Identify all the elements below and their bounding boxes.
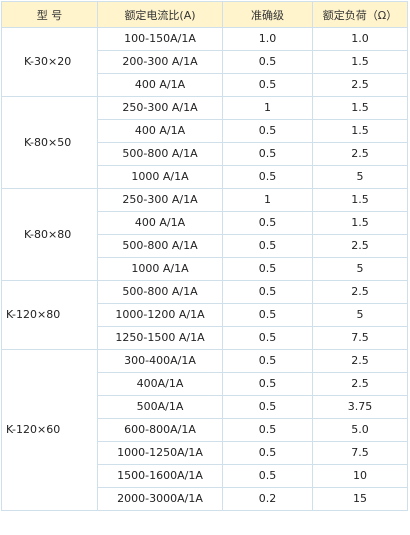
accuracy-class-cell: 0.2 — [222, 487, 313, 511]
table-row: 500A/1A 0.5 3.75 — [2, 395, 408, 419]
header-model: 型 号 — [1, 1, 98, 28]
current-ratio-cell: 400 A/1A — [97, 211, 223, 235]
accuracy-class-cell: 0.5 — [222, 257, 313, 281]
accuracy-class-cell: 0.5 — [222, 372, 313, 396]
model-cell: K-80×80 — [1, 188, 98, 281]
header-current-ratio: 额定电流比(A) — [97, 1, 223, 28]
current-ratio-cell: 2000-3000A/1A — [97, 487, 223, 511]
current-ratio-cell: 100-150A/1A — [97, 27, 223, 51]
accuracy-class-cell: 0.5 — [222, 73, 313, 97]
table-row: 1500-1600A/1A 0.5 10 — [2, 464, 408, 488]
accuracy-class-cell: 0.5 — [222, 395, 313, 419]
rated-burden-cell: 2.5 — [312, 234, 408, 258]
rated-burden-cell: 2.5 — [312, 372, 408, 396]
rated-burden-cell: 2.5 — [312, 280, 408, 304]
accuracy-class-cell: 1.0 — [222, 27, 313, 51]
rated-burden-cell: 1.5 — [312, 188, 408, 212]
accuracy-class-cell: 0.5 — [222, 280, 313, 304]
accuracy-class-cell: 0.5 — [222, 234, 313, 258]
accuracy-class-cell: 0.5 — [222, 441, 313, 465]
table-header: 型 号 额定电流比(A) 准确级 额定负荷（Ω） — [1, 1, 408, 28]
rated-burden-cell: 1.5 — [312, 50, 408, 74]
current-ratio-cell: 600-800A/1A — [97, 418, 223, 442]
rated-burden-cell: 10 — [312, 464, 408, 488]
accuracy-class-cell: 0.5 — [222, 165, 313, 189]
table-row: 600-800A/1A 0.5 5.0 — [2, 418, 408, 442]
rated-burden-cell: 1.5 — [312, 119, 408, 143]
rated-burden-cell: 7.5 — [312, 441, 408, 465]
table-row: K-30×20 100-150A/1A 1.0 1.0 — [1, 27, 408, 97]
current-ratio-cell: 1000-1250A/1A — [97, 441, 223, 465]
table-row: 500-800 A/1A 0.5 2.5 — [2, 142, 408, 166]
model-cell: K-120×80 — [1, 280, 98, 350]
table-row: K-80×50 250-300 A/1A 1 1.5 — [1, 96, 408, 189]
table-row: 400 A/1A 0.5 2.5 — [2, 73, 408, 97]
model-cell: K-80×50 — [1, 96, 98, 189]
rated-burden-cell: 2.5 — [312, 349, 408, 373]
current-ratio-cell: 400A/1A — [97, 372, 223, 396]
current-ratio-cell: 1250-1500 A/1A — [97, 326, 223, 350]
accuracy-class-cell: 0.5 — [222, 50, 313, 74]
table-body: K-30×20 100-150A/1A 1.0 1.0 200-300 A/1A 0.5 1… — [1, 27, 408, 511]
table-row: 400 A/1A 0.5 1.5 — [2, 211, 408, 235]
rated-burden-cell: 5 — [312, 257, 408, 281]
accuracy-class-cell: 0.5 — [222, 464, 313, 488]
current-ratio-cell: 200-300 A/1A — [97, 50, 223, 74]
table-row: 1000-1250A/1A 0.5 7.5 — [2, 441, 408, 465]
table-row: 1000 A/1A 0.5 5 — [2, 165, 408, 189]
accuracy-class-cell: 0.5 — [222, 142, 313, 166]
accuracy-class-cell: 0.5 — [222, 303, 313, 327]
current-ratio-cell: 500A/1A — [97, 395, 223, 419]
model-cell: K-120×60 — [1, 349, 98, 511]
table-row: 400A/1A 0.5 2.5 — [2, 372, 408, 396]
current-ratio-cell: 1000-1200 A/1A — [97, 303, 223, 327]
current-ratio-cell: 1000 A/1A — [97, 257, 223, 281]
current-ratio-cell: 500-800 A/1A — [97, 280, 223, 304]
table-row: K-120×80 500-800 A/1A 0.5 2.5 — [1, 280, 408, 350]
rated-burden-cell: 3.75 — [312, 395, 408, 419]
rated-burden-cell: 5 — [312, 165, 408, 189]
accuracy-class-cell: 0.5 — [222, 326, 313, 350]
accuracy-class-cell: 0.5 — [222, 119, 313, 143]
current-ratio-cell: 500-800 A/1A — [97, 234, 223, 258]
accuracy-class-cell: 0.5 — [222, 349, 313, 373]
table-row: K-120×60 300-400A/1A 0.5 2.5 — [1, 349, 408, 511]
rated-burden-cell: 2.5 — [312, 73, 408, 97]
header-row: 型 号 额定电流比(A) 准确级 额定负荷（Ω） — [1, 1, 408, 28]
accuracy-class-cell: 1 — [222, 188, 313, 212]
rated-burden-cell: 5.0 — [312, 418, 408, 442]
current-ratio-cell: 400 A/1A — [97, 119, 223, 143]
rated-burden-cell: 1.5 — [312, 96, 408, 120]
rated-burden-cell: 15 — [312, 487, 408, 511]
header-rated-burden: 额定负荷（Ω） — [312, 1, 408, 28]
current-ratio-cell: 300-400A/1A — [97, 349, 223, 373]
rated-burden-cell: 2.5 — [312, 142, 408, 166]
current-ratio-cell: 1000 A/1A — [97, 165, 223, 189]
table-row: 400 A/1A 0.5 1.5 — [2, 119, 408, 143]
rated-burden-cell: 5 — [312, 303, 408, 327]
current-ratio-cell: 1500-1600A/1A — [97, 464, 223, 488]
rated-burden-cell: 7.5 — [312, 326, 408, 350]
rated-burden-cell: 1.0 — [312, 27, 408, 51]
table-row: K-80×80 250-300 A/1A 1 1.5 — [1, 188, 408, 281]
model-cell: K-30×20 — [1, 27, 98, 97]
header-accuracy-class: 准确级 — [222, 1, 313, 28]
table-row: 200-300 A/1A 0.5 1.5 — [2, 50, 408, 74]
spec-table: 型 号 额定电流比(A) 准确级 额定负荷（Ω） K-30×20 100-150A… — [1, 1, 408, 511]
accuracy-class-cell: 0.5 — [222, 211, 313, 235]
current-ratio-cell: 250-300 A/1A — [97, 96, 223, 120]
rated-burden-cell: 1.5 — [312, 211, 408, 235]
accuracy-class-cell: 1 — [222, 96, 313, 120]
current-ratio-cell: 400 A/1A — [97, 73, 223, 97]
current-ratio-cell: 500-800 A/1A — [97, 142, 223, 166]
accuracy-class-cell: 0.5 — [222, 418, 313, 442]
current-ratio-cell: 250-300 A/1A — [97, 188, 223, 212]
table-row: 2000-3000A/1A 0.2 15 — [2, 487, 408, 511]
